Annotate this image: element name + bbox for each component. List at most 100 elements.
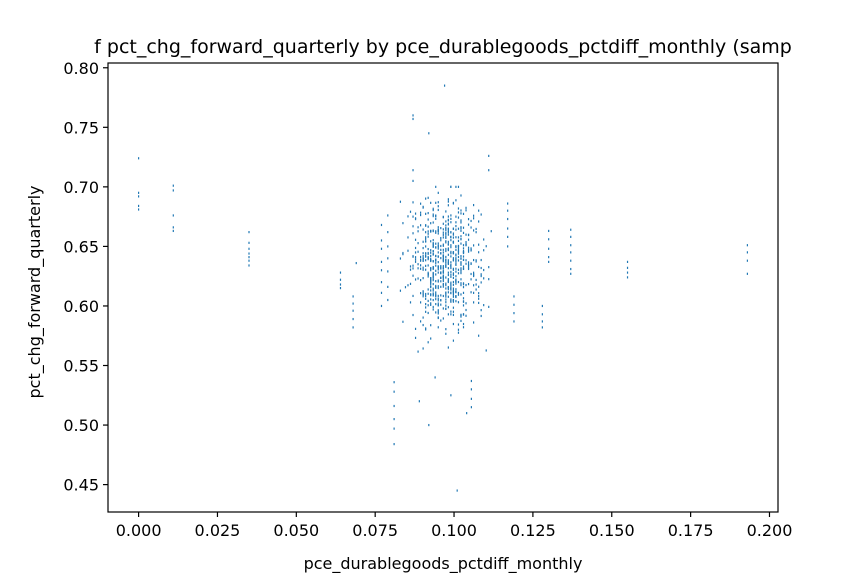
data-point-460 xyxy=(460,209,462,212)
data-point-415 xyxy=(455,257,457,260)
data-point-173 xyxy=(430,324,432,327)
data-point-234 xyxy=(430,269,432,272)
x-tick-label: 0.025 xyxy=(195,521,241,540)
data-point-399 xyxy=(414,246,417,250)
data-point-776 xyxy=(460,226,462,229)
data-point-542 xyxy=(447,346,449,349)
data-point-3 xyxy=(138,204,140,208)
data-point-278 xyxy=(430,302,432,305)
data-point-680 xyxy=(427,304,429,307)
data-point-265 xyxy=(422,228,424,231)
data-point-741 xyxy=(465,244,467,247)
data-point-30 xyxy=(380,260,383,263)
data-point-292 xyxy=(432,215,434,218)
data-point-4 xyxy=(138,208,140,211)
data-point-752 xyxy=(450,185,452,188)
data-point-541 xyxy=(478,297,480,300)
data-point-654 xyxy=(455,248,457,251)
data-point-772 xyxy=(432,289,434,292)
data-point-124 xyxy=(455,221,457,224)
data-point-780 xyxy=(447,219,449,222)
data-point-751 xyxy=(432,260,434,263)
data-point-260 xyxy=(442,244,444,247)
data-point-358 xyxy=(412,264,414,267)
data-point-595 xyxy=(455,245,457,249)
data-point-254 xyxy=(412,274,414,277)
data-point-507 xyxy=(435,217,437,220)
data-point-59 xyxy=(488,169,490,172)
data-point-270 xyxy=(480,266,482,270)
data-point-449 xyxy=(455,280,457,283)
data-point-721 xyxy=(427,288,429,291)
data-point-710 xyxy=(457,252,460,255)
data-point-597 xyxy=(432,252,434,256)
data-point-78 xyxy=(548,260,550,263)
data-point-498 xyxy=(399,257,402,260)
data-point-462 xyxy=(457,248,460,251)
data-point-524 xyxy=(412,225,414,228)
data-point-587 xyxy=(430,285,432,289)
data-point-692 xyxy=(440,294,442,297)
data-point-795 xyxy=(420,320,422,323)
data-point-761 xyxy=(457,331,460,334)
data-point-67 xyxy=(513,303,515,306)
data-point-729 xyxy=(450,244,452,247)
scatter-points xyxy=(138,84,748,492)
data-point-677 xyxy=(462,265,465,268)
data-point-633 xyxy=(467,261,470,264)
data-point-504 xyxy=(427,258,429,261)
data-point-453 xyxy=(465,206,467,209)
data-point-794 xyxy=(465,262,467,265)
data-point-39 xyxy=(387,270,389,273)
data-point-679 xyxy=(425,252,427,255)
data-point-109 xyxy=(442,248,444,251)
data-point-791 xyxy=(457,259,460,262)
data-point-591 xyxy=(425,237,427,240)
data-point-8 xyxy=(172,226,174,229)
data-point-85 xyxy=(570,272,572,275)
data-point-728 xyxy=(425,327,427,330)
data-point-470 xyxy=(414,217,417,220)
data-point-602 xyxy=(420,292,422,295)
data-point-765 xyxy=(455,253,457,256)
data-point-330 xyxy=(445,292,447,295)
data-point-143 xyxy=(452,233,455,236)
data-point-744 xyxy=(470,262,472,266)
data-point-676 xyxy=(470,248,472,251)
data-point-77 xyxy=(548,256,550,259)
data-point-730 xyxy=(427,235,429,238)
data-point-113 xyxy=(475,227,477,231)
data-point-361 xyxy=(412,232,414,235)
data-point-96 xyxy=(428,423,430,427)
data-point-22 xyxy=(352,302,354,305)
data-point-388 xyxy=(402,320,404,323)
data-point-454 xyxy=(442,251,444,254)
data-point-734 xyxy=(427,255,429,259)
data-point-446 xyxy=(420,213,422,217)
data-point-537 xyxy=(435,291,437,294)
data-point-630 xyxy=(445,276,447,279)
data-point-141 xyxy=(455,300,457,303)
data-point-581 xyxy=(467,248,470,252)
data-point-17 xyxy=(339,271,342,274)
data-point-207 xyxy=(399,200,402,203)
data-point-320 xyxy=(473,217,475,220)
data-point-100 xyxy=(434,376,436,379)
data-point-35 xyxy=(387,214,389,217)
data-point-121 xyxy=(430,289,432,292)
data-point-83 xyxy=(570,259,572,262)
data-point-90 xyxy=(746,244,748,247)
data-point-27 xyxy=(380,223,383,227)
data-point-19 xyxy=(339,283,342,286)
data-point-413 xyxy=(442,228,444,231)
data-point-122 xyxy=(425,212,427,215)
data-point-133 xyxy=(427,264,429,267)
data-point-339 xyxy=(462,326,465,329)
data-point-321 xyxy=(445,260,447,263)
data-point-576 xyxy=(425,295,427,298)
data-point-283 xyxy=(440,303,442,306)
data-point-319 xyxy=(467,266,470,269)
data-point-15 xyxy=(248,259,250,262)
data-point-114 xyxy=(427,275,429,278)
data-point-648 xyxy=(440,248,442,251)
